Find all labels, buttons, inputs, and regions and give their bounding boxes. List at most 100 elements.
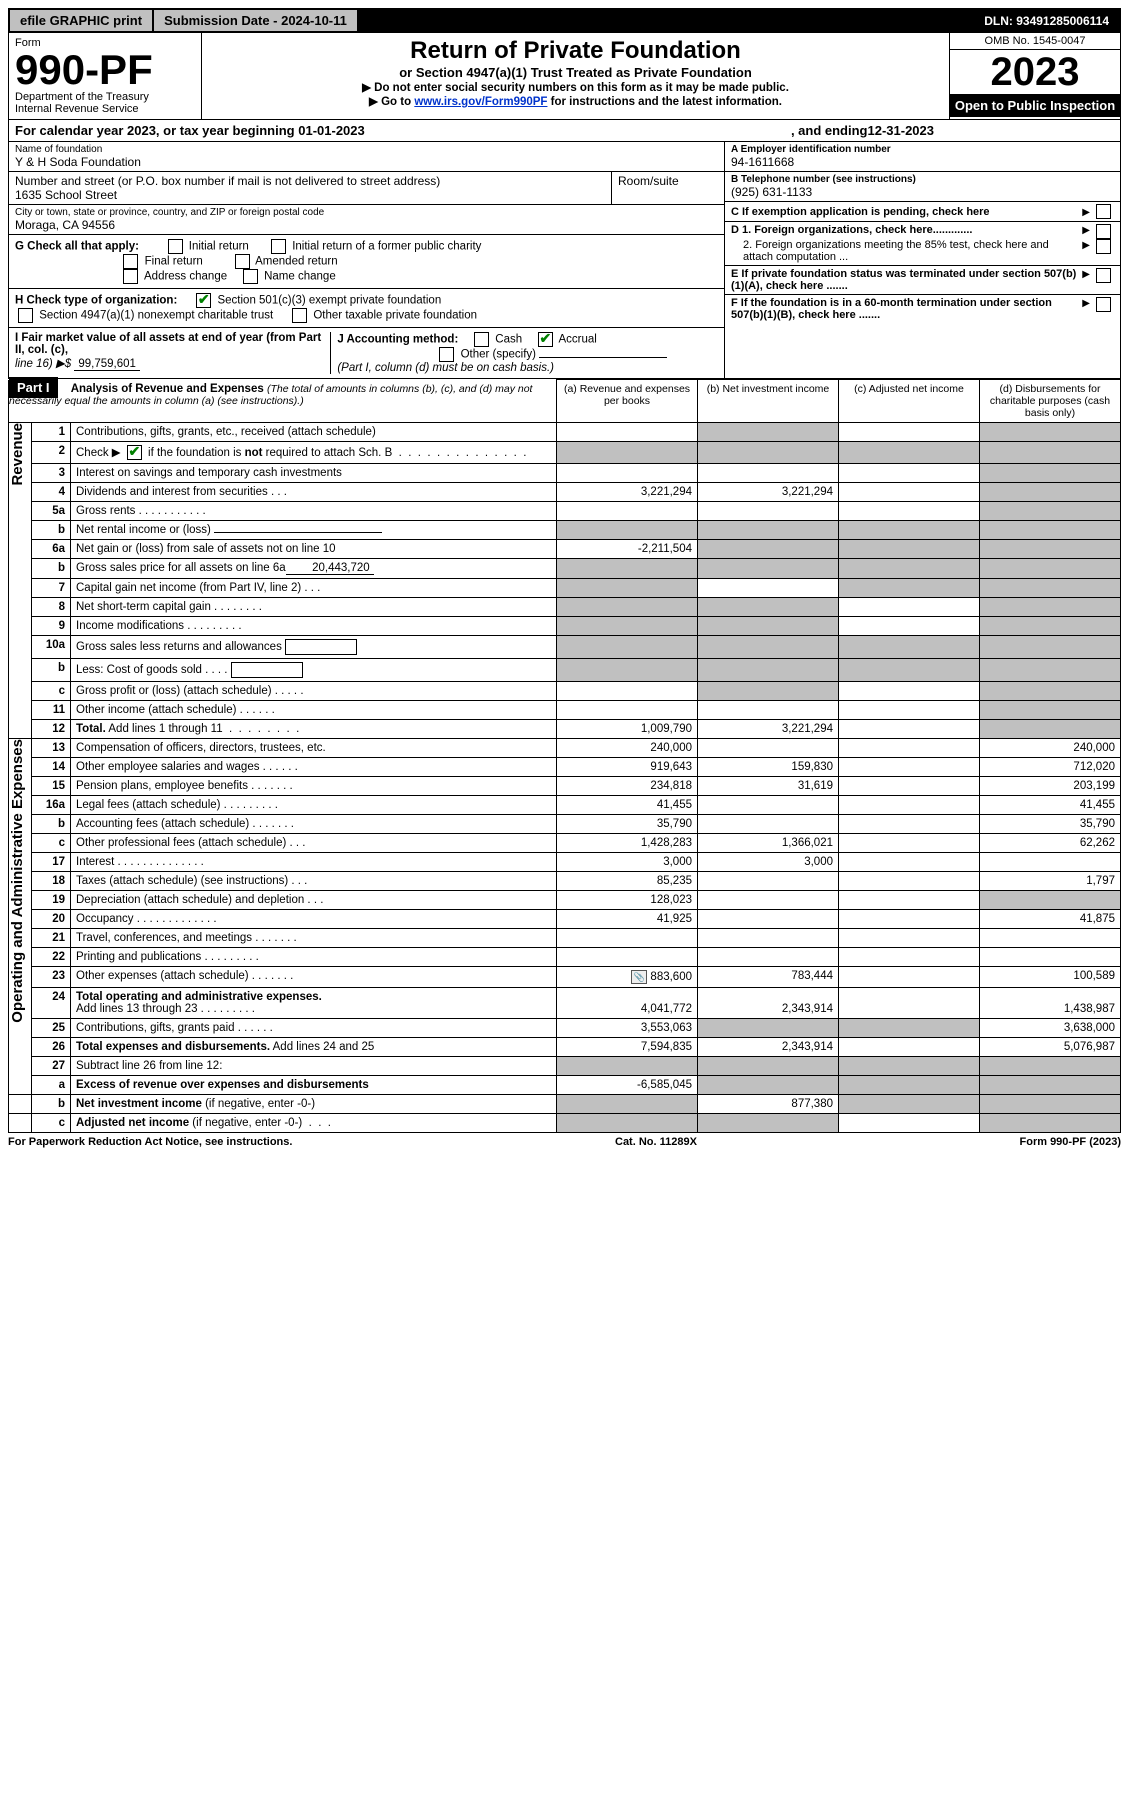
line-16c: Other professional fees (attach schedule… [71, 834, 557, 853]
fmv-value: 99,759,601 [74, 358, 140, 371]
cb-sch-b[interactable] [127, 445, 142, 460]
form-number: 990-PF [15, 49, 195, 91]
cb-address-change[interactable] [123, 269, 138, 284]
cb-exemption-pending[interactable] [1096, 204, 1111, 219]
line-21: Travel, conferences, and meetings . . . … [71, 929, 557, 948]
room-label: Room/suite [618, 174, 718, 188]
line-1: Contributions, gifts, grants, etc., rece… [71, 423, 557, 442]
part1-table: Part I Analysis of Revenue and Expenses … [8, 379, 1121, 1133]
cb-501c3[interactable] [196, 293, 211, 308]
section-f: F If the foundation is in a 60-month ter… [731, 297, 1079, 321]
cb-cash[interactable] [474, 332, 489, 347]
cb-initial-return[interactable] [168, 239, 183, 254]
cb-terminated[interactable] [1096, 268, 1111, 283]
form-header: Form 990-PF Department of the Treasury I… [8, 33, 1121, 120]
efile-button[interactable]: efile GRAPHIC print [10, 10, 154, 31]
calendar-year-row: For calendar year 2023, or tax year begi… [8, 120, 1121, 142]
cb-60month[interactable] [1096, 297, 1111, 312]
section-g: G Check all that apply: Initial return I… [9, 235, 724, 289]
line-22: Printing and publications . . . . . . . … [71, 948, 557, 967]
street-address: 1635 School Street [15, 188, 605, 202]
ein-value: 94-1611668 [731, 155, 1114, 169]
line-17: Interest . . . . . . . . . . . . . . [71, 853, 557, 872]
city-state-zip: Moraga, CA 94556 [15, 218, 718, 232]
cb-85pct[interactable] [1096, 239, 1111, 254]
line-18: Taxes (attach schedule) (see instruction… [71, 872, 557, 891]
cb-other-taxable[interactable] [292, 308, 307, 323]
line-20: Occupancy . . . . . . . . . . . . . [71, 910, 557, 929]
line-5a: Gross rents . . . . . . . . . . . [71, 502, 557, 521]
line-2: Check ▶ if the foundation is not require… [71, 442, 557, 464]
dept-treasury: Department of the Treasury [15, 91, 195, 103]
line-7: Capital gain net income (from Part IV, l… [71, 579, 557, 598]
cb-name-change[interactable] [243, 269, 258, 284]
section-c: C If exemption application is pending, c… [731, 206, 1079, 218]
line-6b: Gross sales price for all assets on line… [71, 559, 557, 579]
revenue-section-label: Revenue [9, 423, 26, 486]
line-16a: Legal fees (attach schedule) . . . . . .… [71, 796, 557, 815]
line-10b: Less: Cost of goods sold . . . . [71, 659, 557, 682]
line-14: Other employee salaries and wages . . . … [71, 758, 557, 777]
dln: DLN: 93491285006114 [974, 11, 1119, 31]
line-12: Total. Add lines 1 through 11 . . . . . … [71, 720, 557, 739]
line-19: Depreciation (attach schedule) and deple… [71, 891, 557, 910]
cb-initial-former[interactable] [271, 239, 286, 254]
paperwork-notice: For Paperwork Reduction Act Notice, see … [8, 1136, 292, 1148]
cb-other-method[interactable] [439, 347, 454, 362]
line-16b: Accounting fees (attach schedule) . . . … [71, 815, 557, 834]
line-23: Other expenses (attach schedule) . . . .… [71, 967, 557, 988]
cb-foreign-org[interactable] [1096, 224, 1111, 239]
line-4: Dividends and interest from securities .… [71, 483, 557, 502]
cb-final-return[interactable] [123, 254, 138, 269]
section-e: E If private foundation status was termi… [731, 268, 1079, 292]
cb-amended-return[interactable] [235, 254, 250, 269]
top-bar: efile GRAPHIC print Submission Date - 20… [8, 8, 1121, 33]
line-8: Net short-term capital gain . . . . . . … [71, 598, 557, 617]
ein-label: A Employer identification number [731, 144, 1114, 155]
form-subtitle: or Section 4947(a)(1) Trust Treated as P… [208, 65, 943, 80]
line-5b: Net rental income or (loss) [71, 521, 557, 540]
line-10c: Gross profit or (loss) (attach schedule)… [71, 682, 557, 701]
col-c-header: (c) Adjusted net income [839, 380, 980, 423]
line-27b: Net investment income (if negative, ente… [71, 1095, 557, 1114]
section-j: J Accounting method: Cash Accrual Other … [331, 332, 718, 374]
attachment-icon[interactable]: 📎 [631, 970, 647, 984]
foundation-name: Y & H Soda Foundation [15, 155, 718, 169]
line-27: Subtract line 26 from line 12: [71, 1057, 557, 1076]
cb-accrual[interactable] [538, 332, 553, 347]
open-public: Open to Public Inspection [950, 94, 1120, 117]
line-15: Pension plans, employee benefits . . . .… [71, 777, 557, 796]
submission-date: Submission Date - 2024-10-11 [154, 10, 357, 31]
info-section: Name of foundation Y & H Soda Foundation… [8, 142, 1121, 379]
line-26: Total expenses and disbursements. Add li… [71, 1038, 557, 1057]
line-11: Other income (attach schedule) . . . . .… [71, 701, 557, 720]
omb-number: OMB No. 1545-0047 [950, 33, 1120, 50]
line-25: Contributions, gifts, grants paid . . . … [71, 1019, 557, 1038]
irs-link[interactable]: www.irs.gov/Form990PF [414, 96, 547, 108]
cb-4947[interactable] [18, 308, 33, 323]
line-9: Income modifications . . . . . . . . . [71, 617, 557, 636]
line-10a: Gross sales less returns and allowances [71, 636, 557, 659]
tax-year: 2023 [950, 50, 1120, 94]
form-ref: Form 990-PF (2023) [1020, 1136, 1122, 1148]
page-footer: For Paperwork Reduction Act Notice, see … [8, 1133, 1121, 1151]
goto-note: ▶ Go to www.irs.gov/Form990PF for instru… [208, 94, 943, 108]
section-d: D 1. Foreign organizations, check here..… [725, 222, 1120, 266]
section-h: H Check type of organization: Section 50… [9, 289, 724, 328]
tel-value: (925) 631-1133 [731, 185, 1114, 199]
col-a-header: (a) Revenue and expenses per books [557, 380, 698, 423]
name-label: Name of foundation [15, 144, 718, 155]
line-3: Interest on savings and temporary cash i… [71, 464, 557, 483]
col-b-header: (b) Net investment income [698, 380, 839, 423]
col-d-header: (d) Disbursements for charitable purpose… [980, 380, 1121, 423]
line-13: Compensation of officers, directors, tru… [71, 739, 557, 758]
tel-label: B Telephone number (see instructions) [731, 174, 1114, 185]
section-i: I Fair market value of all assets at end… [15, 332, 331, 374]
line-6a: Net gain or (loss) from sale of assets n… [71, 540, 557, 559]
city-label: City or town, state or province, country… [15, 207, 718, 218]
line-24: Total operating and administrative expen… [71, 988, 557, 1019]
ssn-note: ▶ Do not enter social security numbers o… [208, 80, 943, 94]
addr-label: Number and street (or P.O. box number if… [15, 174, 605, 188]
expenses-section-label: Operating and Administrative Expenses [9, 739, 26, 1023]
line-27c: Adjusted net income (if negative, enter … [71, 1114, 557, 1133]
